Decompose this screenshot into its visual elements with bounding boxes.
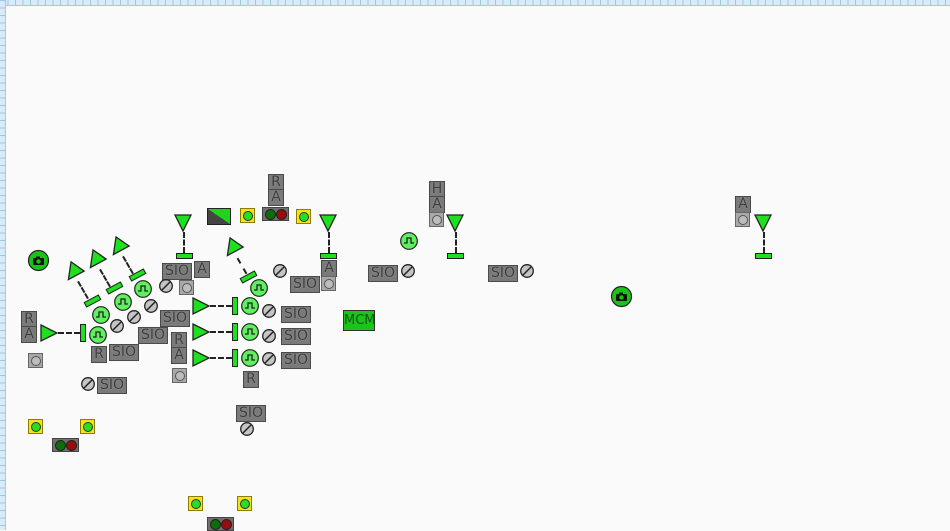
signal-triangle-icon[interactable]	[192, 348, 211, 368]
r-label[interactable]: R	[243, 371, 259, 388]
yellow-lamp[interactable]	[28, 419, 43, 434]
detector-bar[interactable]	[232, 349, 238, 367]
sio-label[interactable]: SIO	[162, 263, 192, 280]
sio-label[interactable]: SIO	[368, 265, 398, 282]
signal-triangle-icon[interactable]	[105, 235, 131, 260]
a-label[interactable]: A	[429, 196, 445, 213]
sio-label[interactable]: SIO	[290, 276, 320, 293]
sio-label[interactable]: SIO	[488, 265, 518, 282]
a-label[interactable]: A	[268, 189, 284, 206]
pulse-icon[interactable]	[89, 326, 107, 344]
traffic-light[interactable]	[262, 207, 289, 221]
disabled-icon[interactable]	[262, 329, 276, 343]
signal-triangle-icon[interactable]	[445, 214, 465, 233]
status-indicator[interactable]	[179, 280, 194, 295]
disabled-icon[interactable]	[520, 264, 534, 278]
a-label[interactable]: A	[171, 347, 187, 364]
disabled-icon[interactable]	[127, 310, 141, 324]
status-indicator[interactable]	[28, 353, 43, 368]
status-indicator[interactable]	[735, 212, 750, 227]
detector-bar[interactable]	[80, 324, 86, 342]
disabled-icon[interactable]	[144, 299, 158, 313]
detector-bar[interactable]	[232, 297, 238, 315]
a-label[interactable]: A	[321, 260, 337, 277]
connector-line	[122, 255, 134, 275]
sio-label[interactable]: SIO	[281, 328, 311, 345]
detector-bar[interactable]	[755, 253, 772, 259]
status-indicator[interactable]	[429, 212, 444, 227]
pulse-icon[interactable]	[114, 293, 132, 311]
sio-label[interactable]: SIO	[109, 344, 139, 361]
yellow-lamp[interactable]	[240, 208, 255, 223]
connector-line	[58, 332, 80, 334]
sio-label[interactable]: SIO	[281, 306, 311, 323]
sio-label[interactable]: SIO	[97, 377, 127, 394]
connector-line	[236, 257, 248, 275]
yellow-lamp[interactable]	[237, 496, 252, 511]
horizontal-ruler	[0, 0, 950, 6]
connector-line	[99, 268, 111, 288]
sio-label[interactable]: SIO	[160, 310, 190, 327]
r-label[interactable]: R	[91, 346, 107, 363]
signal-triangle-icon[interactable]	[318, 214, 338, 233]
disabled-icon[interactable]	[240, 422, 254, 436]
split-status-icon[interactable]	[207, 208, 231, 225]
signal-triangle-icon[interactable]	[82, 248, 108, 273]
signal-triangle-icon[interactable]	[173, 214, 193, 233]
pulse-icon[interactable]	[241, 297, 259, 315]
mcm-button[interactable]: MCM	[343, 310, 376, 331]
connector-line	[763, 232, 765, 253]
detector-bar[interactable]	[447, 253, 464, 259]
pulse-icon[interactable]	[400, 232, 418, 250]
detector-bar[interactable]	[176, 253, 193, 259]
status-indicator[interactable]	[321, 276, 336, 291]
disabled-icon[interactable]	[273, 264, 287, 278]
sio-label[interactable]: SIO	[236, 405, 266, 422]
signal-triangle-icon[interactable]	[753, 214, 773, 233]
traffic-light[interactable]	[52, 438, 79, 452]
connector-line	[77, 280, 89, 300]
yellow-lamp[interactable]	[80, 419, 95, 434]
pulse-icon[interactable]	[241, 323, 259, 341]
disabled-icon[interactable]	[262, 352, 276, 366]
a-label[interactable]: A	[735, 196, 751, 213]
yellow-lamp[interactable]	[188, 496, 203, 511]
connector-line	[210, 331, 232, 333]
vertical-ruler	[0, 0, 6, 530]
pulse-icon[interactable]	[92, 306, 110, 324]
connector-line	[328, 232, 330, 253]
status-indicator[interactable]	[172, 368, 187, 383]
connector-line	[183, 232, 185, 253]
pulse-icon[interactable]	[241, 349, 259, 367]
traffic-light[interactable]	[207, 517, 234, 531]
signal-triangle-icon[interactable]	[192, 296, 211, 316]
disabled-icon[interactable]	[159, 279, 173, 293]
connector-line	[210, 305, 232, 307]
a-label[interactable]: A	[194, 261, 210, 278]
detector-bar[interactable]	[232, 323, 238, 341]
connector-line	[210, 357, 232, 359]
sio-label[interactable]: SIO	[138, 327, 168, 344]
disabled-icon[interactable]	[401, 264, 415, 278]
yellow-lamp[interactable]	[296, 209, 311, 224]
disabled-icon[interactable]	[110, 319, 124, 333]
sio-label[interactable]: SIO	[281, 352, 311, 369]
camera-icon[interactable]	[610, 285, 633, 308]
signal-triangle-icon[interactable]	[60, 260, 86, 285]
signal-triangle-icon[interactable]	[219, 236, 245, 261]
disabled-icon[interactable]	[262, 304, 276, 318]
connector-line	[455, 232, 457, 253]
camera-icon[interactable]	[27, 249, 50, 272]
a-label[interactable]: A	[21, 326, 37, 343]
pulse-icon[interactable]	[134, 280, 152, 298]
signal-triangle-icon[interactable]	[40, 323, 59, 343]
detector-bar[interactable]	[320, 253, 337, 259]
disabled-icon[interactable]	[81, 377, 95, 391]
signal-triangle-icon[interactable]	[192, 322, 211, 342]
pulse-icon[interactable]	[250, 279, 268, 297]
